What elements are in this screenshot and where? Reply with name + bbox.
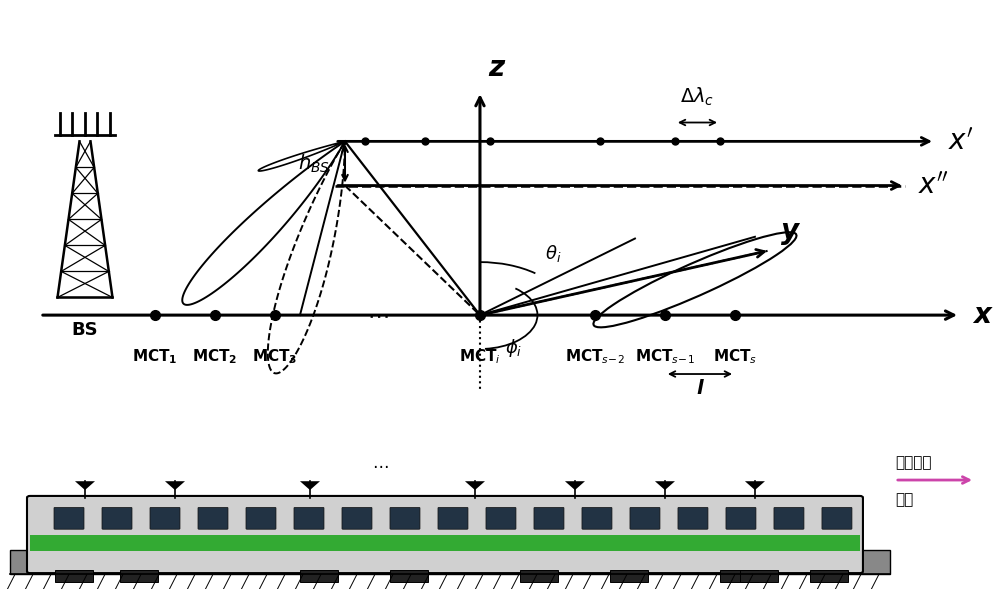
FancyBboxPatch shape [534, 508, 564, 530]
Text: $\cdots$: $\cdots$ [367, 305, 388, 325]
Bar [10, 550, 890, 574]
Bar [810, 570, 848, 582]
Text: $\mathbf{MCT}_s$: $\mathbf{MCT}_s$ [713, 348, 757, 366]
FancyBboxPatch shape [294, 508, 324, 530]
Bar [300, 570, 338, 582]
FancyBboxPatch shape [246, 508, 276, 530]
Text: $\Delta\lambda_c$: $\Delta\lambda_c$ [680, 85, 715, 108]
FancyBboxPatch shape [822, 508, 852, 530]
Polygon shape [465, 481, 485, 490]
Text: BS: BS [72, 321, 98, 339]
Polygon shape [165, 481, 185, 490]
Text: $\mathbf{MCT_2}$: $\mathbf{MCT_2}$ [192, 348, 238, 366]
Polygon shape [565, 481, 585, 490]
FancyBboxPatch shape [102, 508, 132, 530]
FancyBboxPatch shape [678, 508, 708, 530]
Text: $\mathbf{MCT_3}$: $\mathbf{MCT_3}$ [252, 348, 298, 366]
Text: $\theta_i$: $\theta_i$ [545, 243, 561, 264]
Text: 行驶方向: 行驶方向 [895, 455, 931, 470]
Polygon shape [75, 481, 95, 490]
Text: $h_{BS}$: $h_{BS}$ [298, 153, 330, 174]
Text: $\boldsymbol{x'}$: $\boldsymbol{x'}$ [948, 127, 974, 155]
Bar [740, 570, 778, 582]
Bar [520, 570, 558, 582]
Bar [610, 570, 648, 582]
FancyBboxPatch shape [150, 508, 180, 530]
Text: $\cdots$: $\cdots$ [372, 456, 388, 474]
Text: $\mathbf{MCT}_{s\!-\!1}$: $\mathbf{MCT}_{s\!-\!1}$ [635, 348, 695, 366]
Text: $\mathbf{MCT}_{s\!-\!2}$: $\mathbf{MCT}_{s\!-\!2}$ [565, 348, 625, 366]
FancyBboxPatch shape [726, 508, 756, 530]
Polygon shape [655, 481, 675, 490]
FancyBboxPatch shape [27, 496, 863, 573]
Text: $\boldsymbol{x}$: $\boldsymbol{x}$ [972, 301, 994, 329]
FancyBboxPatch shape [198, 508, 228, 530]
Polygon shape [300, 481, 320, 490]
FancyBboxPatch shape [390, 508, 420, 530]
Text: 高铁: 高铁 [895, 492, 913, 507]
Bar [55, 570, 93, 582]
Bar [120, 570, 158, 582]
FancyBboxPatch shape [342, 508, 372, 530]
Polygon shape [745, 481, 765, 490]
Text: $\mathbf{MCT}_i$: $\mathbf{MCT}_i$ [459, 348, 501, 366]
FancyBboxPatch shape [486, 508, 516, 530]
FancyBboxPatch shape [582, 508, 612, 530]
FancyBboxPatch shape [630, 508, 660, 530]
FancyBboxPatch shape [438, 508, 468, 530]
Text: $\boldsymbol{y}$: $\boldsymbol{y}$ [780, 219, 801, 247]
FancyBboxPatch shape [54, 508, 84, 530]
FancyBboxPatch shape [774, 508, 804, 530]
Bar [720, 570, 758, 582]
Bar [30, 535, 860, 551]
Text: $\boldsymbol{x''}$: $\boldsymbol{x''}$ [918, 171, 949, 200]
Text: $\boldsymbol{z}$: $\boldsymbol{z}$ [488, 54, 506, 82]
Text: $\phi_i$: $\phi_i$ [505, 337, 522, 359]
Text: $\boldsymbol{l}$: $\boldsymbol{l}$ [696, 379, 704, 398]
Text: $\mathbf{MCT_1}$: $\mathbf{MCT_1}$ [132, 348, 178, 366]
Bar [390, 570, 428, 582]
